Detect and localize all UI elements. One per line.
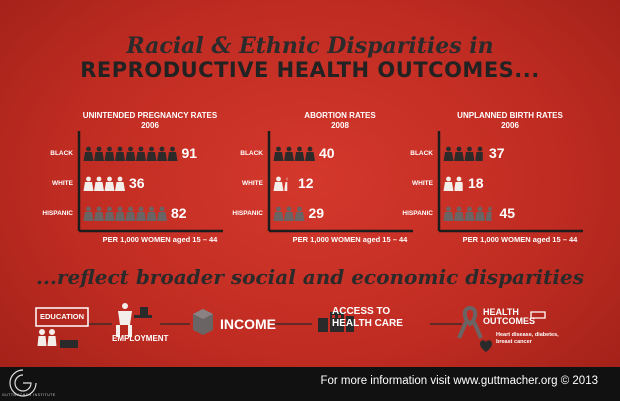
- bar-black: [443, 146, 483, 161]
- label-health-note: Heart disease, diabetes, breast cancer: [496, 332, 559, 346]
- bar-white: [273, 176, 288, 191]
- bar-hispanic: [273, 206, 305, 221]
- label-health-note-line2: breast cancer: [496, 339, 532, 345]
- chart-title: ABORTION RATES 2008: [304, 111, 376, 130]
- data-label: 45: [500, 205, 516, 221]
- data-label: 91: [182, 145, 198, 161]
- category-label: BLACK: [410, 150, 433, 157]
- chart-plot: BLACK 91 WHITE 36 HISPANIC 82: [42, 131, 223, 233]
- label-income: INCOME: [220, 316, 276, 332]
- unit-label: PER 1,000 WOMEN aged 15 – 44: [462, 235, 578, 244]
- label-education: EDUCATION: [40, 312, 85, 321]
- data-label: 29: [309, 205, 325, 221]
- unit-label: PER 1,000 WOMEN aged 15 – 44: [102, 235, 218, 244]
- guttmacher-logo-icon: [9, 369, 37, 397]
- data-label: 40: [319, 145, 335, 161]
- chart-plot: BLACK 37 WHITE 18 HISPANIC 45: [402, 131, 583, 233]
- label-access: ACCESS TO HEALTH CARE: [332, 306, 403, 330]
- bar-black: [273, 146, 315, 161]
- chart-title: UNPLANNED BIRTH RATES 2006: [457, 111, 563, 130]
- chart-unintended-pregnancy: UNINTENDED PREGNANCY RATES 2006 BLACK 91 WH…: [35, 105, 225, 255]
- data-label: 18: [468, 175, 484, 191]
- chart-unplanned-birth: UNPLANNED BIRTH RATES 2006 BLACK 37 WHITE 18…: [395, 105, 585, 255]
- category-label: WHITE: [412, 180, 434, 187]
- bar-hispanic: [83, 206, 167, 221]
- bar-white: [83, 176, 125, 191]
- data-label: 12: [298, 175, 314, 191]
- footer-link-text[interactable]: For more information visit www.guttmache…: [320, 375, 598, 387]
- label-health-note-line1: Heart disease, diabetes,: [496, 332, 559, 338]
- bar-white: [443, 176, 463, 191]
- employment-icon: [116, 303, 152, 337]
- category-label: HISPANIC: [232, 210, 263, 217]
- education-icon: [35, 307, 89, 348]
- category-label: WHITE: [242, 180, 264, 187]
- data-label: 36: [129, 175, 145, 191]
- category-label: BLACK: [240, 150, 263, 157]
- label-access-line2: HEALTH CARE: [332, 318, 403, 329]
- subtitle: ...reflect broader social and economic d…: [36, 265, 584, 289]
- logo-text: GUTTMACHER INSTITUTE: [2, 393, 56, 397]
- footer: GUTTMACHER INSTITUTE For more informatio…: [0, 367, 620, 401]
- chart-abortion: ABORTION RATES 2008 BLACK 40 WHITE 12 HISPANI…: [225, 105, 415, 255]
- category-label: WHITE: [52, 180, 74, 187]
- data-label: 82: [171, 205, 187, 221]
- hospital-icon: [318, 312, 354, 332]
- title-line-1: Racial & Ethnic Disparities in: [126, 33, 494, 59]
- disparity-icons-row: EDUCATION EMPLOYMENT INCOME ACCESS TO HE…: [0, 302, 620, 364]
- category-label: BLACK: [50, 150, 73, 157]
- label-health-line2: OUTCOMES: [483, 316, 536, 326]
- bar-black: [83, 146, 178, 161]
- label-health-line1: HEALTH: [483, 307, 519, 317]
- chart-plot: BLACK 40 WHITE 12 HISPANIC 29: [232, 131, 413, 233]
- disparity-icons-graphic: [35, 303, 546, 352]
- ribbon-icon: [457, 305, 546, 352]
- unit-label: PER 1,000 WOMEN aged 15 – 44: [292, 235, 408, 244]
- label-health: HEALTH OUTCOMES: [483, 308, 535, 326]
- label-access-line1: ACCESS TO: [332, 306, 391, 317]
- data-label: 37: [489, 145, 505, 161]
- income-icon: [193, 309, 213, 335]
- category-label: HISPANIC: [42, 210, 73, 217]
- label-employment: EMPLOYMENT: [112, 334, 169, 343]
- bar-hispanic: [443, 206, 492, 221]
- chart-title: UNINTENDED PREGNANCY RATES 2006: [82, 111, 218, 130]
- category-label: HISPANIC: [402, 210, 433, 217]
- title-line-2: REPRODUCTIVE HEALTH OUTCOMES...: [80, 58, 540, 82]
